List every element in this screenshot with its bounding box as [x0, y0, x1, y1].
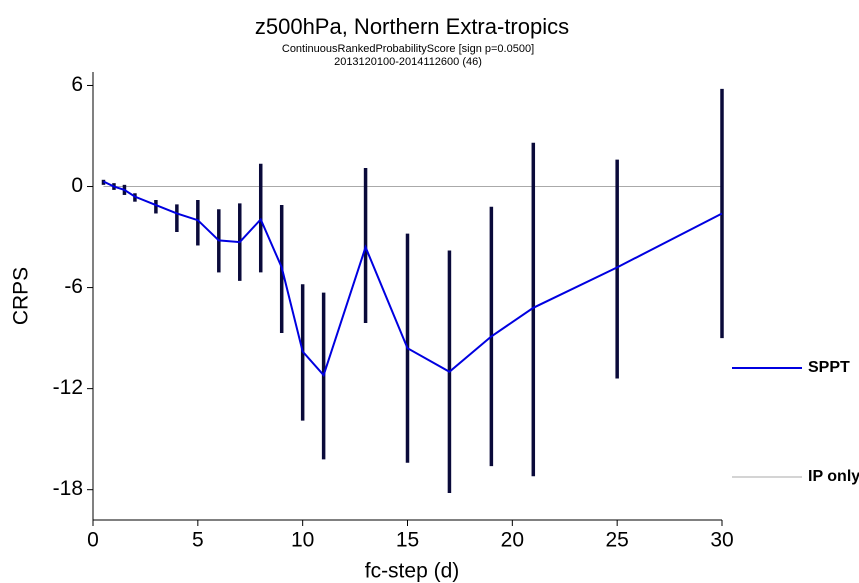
legend-label: SPPT: [808, 359, 850, 376]
x-tick-label: 30: [710, 529, 733, 552]
x-tick-label: 25: [605, 529, 628, 552]
y-tick-label: -18: [53, 477, 83, 500]
x-axis-label: fc-step (d): [365, 560, 460, 583]
x-tick-label: 15: [396, 529, 419, 552]
y-tick-label: -6: [64, 275, 83, 298]
series-line: [103, 180, 723, 378]
y-tick-label: 0: [71, 174, 83, 197]
chart-subtitle: ContinuousRankedProbabilityScore [sign p…: [282, 43, 534, 55]
x-tick-label: 20: [501, 529, 524, 552]
chart-title: z500hPa, Northern Extra-tropics: [255, 14, 569, 39]
y-tick-label: 6: [71, 73, 83, 96]
x-tick-label: 0: [87, 529, 99, 552]
y-axis-label: CRPS: [10, 267, 33, 325]
chart-subtitle: 2013120100-2014112600 (46): [334, 56, 482, 68]
y-tick-label: -12: [53, 376, 83, 399]
legend-label: IP only: [808, 468, 859, 485]
x-tick-label: 10: [291, 529, 314, 552]
x-tick-label: 5: [192, 529, 204, 552]
